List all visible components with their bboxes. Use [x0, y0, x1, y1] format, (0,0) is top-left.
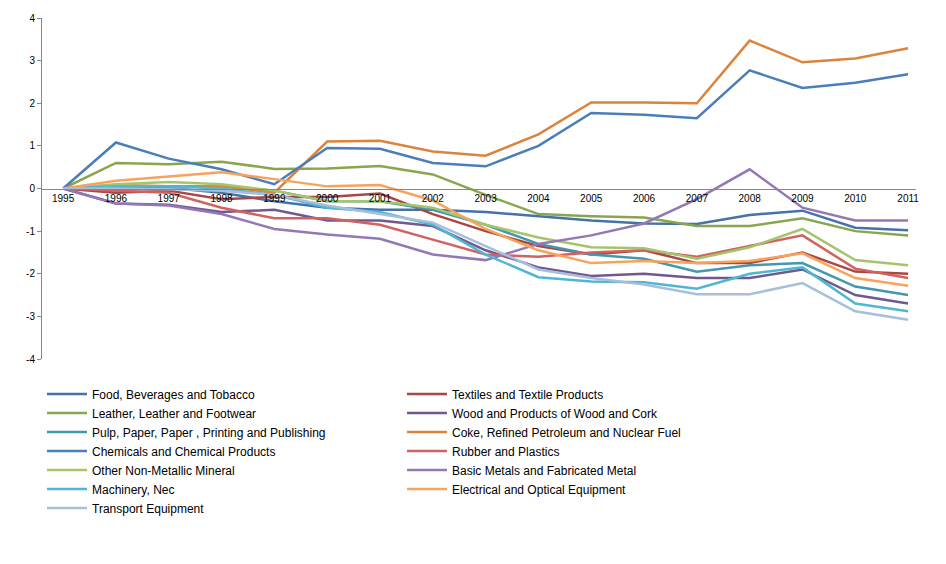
svg-text:2005: 2005	[580, 193, 603, 204]
svg-text:2002: 2002	[422, 193, 445, 204]
svg-text:-1: -1	[26, 226, 35, 237]
svg-text:1996: 1996	[105, 193, 128, 204]
svg-text:Machinery, Nec: Machinery, Nec	[92, 483, 174, 497]
svg-text:1995: 1995	[52, 193, 75, 204]
svg-text:Wood and Products of Wood and: Wood and Products of Wood and Cork	[452, 407, 658, 421]
svg-text:Other Non-Metallic Mineral: Other Non-Metallic Mineral	[92, 464, 235, 478]
svg-text:2011: 2011	[897, 193, 919, 204]
svg-text:Transport Equipment: Transport Equipment	[92, 502, 204, 516]
svg-text:2007: 2007	[686, 193, 709, 204]
svg-text:1: 1	[29, 140, 35, 151]
svg-text:2008: 2008	[739, 193, 762, 204]
svg-text:Basic Metals and Fabricated Me: Basic Metals and Fabricated Metal	[452, 464, 636, 478]
svg-text:2: 2	[29, 98, 35, 109]
svg-text:Electrical and Optical Equipme: Electrical and Optical Equipment	[452, 483, 626, 497]
svg-text:-2: -2	[26, 268, 35, 279]
svg-text:-4: -4	[26, 354, 35, 365]
svg-text:Leather, Leather and Footwear: Leather, Leather and Footwear	[92, 407, 256, 421]
svg-text:2009: 2009	[791, 193, 814, 204]
svg-text:1997: 1997	[158, 193, 181, 204]
svg-text:2001: 2001	[369, 193, 392, 204]
svg-text:Coke, Refined Petroleum and Nu: Coke, Refined Petroleum and Nuclear Fuel	[452, 426, 681, 440]
svg-text:0: 0	[29, 183, 35, 194]
svg-text:4: 4	[29, 13, 35, 24]
svg-text:Food, Beverages and Tobacco: Food, Beverages and Tobacco	[92, 388, 255, 402]
svg-text:1998: 1998	[210, 193, 233, 204]
svg-text:Pulp, Paper, Paper , Printing: Pulp, Paper, Paper , Printing and Publis…	[92, 426, 325, 440]
svg-text:2010: 2010	[844, 193, 867, 204]
svg-text:Rubber and Plastics: Rubber and Plastics	[452, 445, 559, 459]
svg-text:1999: 1999	[263, 193, 286, 204]
svg-text:2003: 2003	[474, 193, 497, 204]
svg-text:2006: 2006	[633, 193, 656, 204]
svg-text:2004: 2004	[527, 193, 550, 204]
svg-text:-3: -3	[26, 311, 35, 322]
svg-text:3: 3	[29, 55, 35, 66]
svg-text:Chemicals and Chemical Product: Chemicals and Chemical Products	[92, 445, 275, 459]
svg-text:Textiles and Textile Products: Textiles and Textile Products	[452, 388, 603, 402]
svg-text:2000: 2000	[316, 193, 339, 204]
